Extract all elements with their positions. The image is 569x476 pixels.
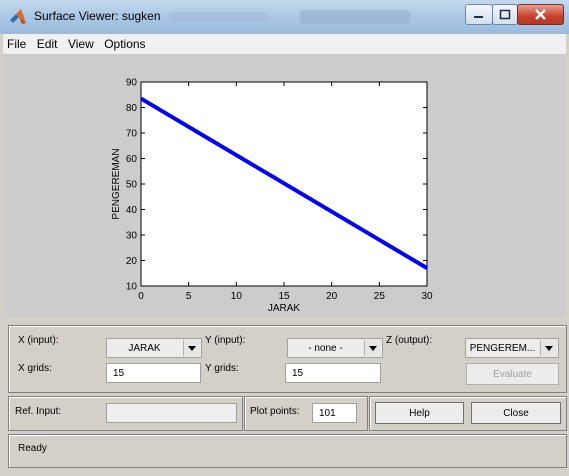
chevron-down-icon bbox=[183, 340, 200, 356]
blurred-title-area-2 bbox=[300, 10, 410, 24]
menu-file[interactable]: File bbox=[7, 37, 27, 51]
minimize-icon bbox=[474, 16, 483, 18]
x-tick-label: 0 bbox=[138, 291, 144, 302]
chevron-down-icon bbox=[364, 340, 381, 356]
action-buttons-panel: Help Close bbox=[369, 396, 567, 431]
help-button[interactable]: Help bbox=[375, 402, 464, 424]
y-tick-label: 10 bbox=[126, 282, 138, 293]
y-input-label: Y (input): bbox=[205, 335, 246, 346]
x-tick-label: 10 bbox=[231, 291, 243, 302]
evaluate-button[interactable]: Evaluate bbox=[466, 363, 559, 385]
x-grids-label: X grids: bbox=[18, 363, 52, 374]
minimize-button[interactable] bbox=[465, 4, 493, 25]
x-grids-field[interactable]: 15 bbox=[106, 363, 201, 383]
ref-input-panel: Ref. Input: bbox=[8, 396, 243, 431]
status-text: Ready bbox=[18, 443, 47, 454]
ref-input-field[interactable] bbox=[106, 403, 237, 423]
plot-area: 0 5 10 15 20 25 30 10 20 30 40 50 60 70 80 90 JARAK PENGE… bbox=[3, 55, 566, 317]
x-tick-label: 15 bbox=[278, 291, 290, 302]
surface-plot[interactable]: 0 5 10 15 20 25 30 10 20 30 40 50 60 70 80 90 JARAK PENGE… bbox=[3, 55, 566, 317]
matlab-logo-icon bbox=[10, 9, 26, 24]
plot-points-panel: Plot points: 101 bbox=[244, 396, 368, 431]
y-tick-label: 40 bbox=[126, 205, 138, 216]
x-tick-label: 5 bbox=[186, 291, 192, 302]
y-axis-label: PENGEREMAN bbox=[111, 148, 122, 219]
maximize-button[interactable] bbox=[492, 4, 518, 25]
y-tick-label: 60 bbox=[126, 154, 138, 165]
blurred-title-area bbox=[168, 12, 268, 22]
y-tick-label: 90 bbox=[126, 78, 138, 89]
y-tick-label: 80 bbox=[126, 103, 138, 114]
y-tick-label: 30 bbox=[126, 231, 138, 242]
title-bar[interactable]: Surface Viewer: sugken bbox=[0, 0, 569, 34]
close-button[interactable]: Close bbox=[471, 402, 561, 424]
x-tick-label: 25 bbox=[374, 291, 386, 302]
close-icon bbox=[535, 9, 546, 20]
window-title: Surface Viewer: sugken bbox=[34, 9, 161, 23]
menu-options[interactable]: Options bbox=[104, 37, 146, 51]
x-input-dropdown[interactable]: JARAK bbox=[106, 338, 202, 358]
x-input-label: X (input): bbox=[18, 335, 59, 346]
x-axis-label: JARAK bbox=[268, 303, 301, 314]
menu-bar: File Edit View Options bbox=[3, 34, 566, 55]
series-line bbox=[139, 96, 429, 270]
plot-points-label: Plot points: bbox=[250, 406, 300, 417]
x-tick-label: 20 bbox=[326, 291, 338, 302]
x-tick-label: 30 bbox=[421, 291, 433, 302]
z-output-dropdown[interactable]: PENGEREM... bbox=[465, 338, 559, 358]
x-input-value: JARAK bbox=[128, 343, 161, 354]
maximize-icon bbox=[499, 9, 511, 20]
menu-view[interactable]: View bbox=[67, 37, 94, 51]
y-input-value: - none - bbox=[308, 343, 343, 354]
menu-edit[interactable]: Edit bbox=[36, 37, 58, 51]
y-input-dropdown[interactable]: - none - bbox=[287, 338, 383, 358]
chevron-down-icon bbox=[540, 340, 557, 356]
y-grids-label: Y grids: bbox=[205, 363, 239, 374]
z-output-value: PENGEREM... bbox=[469, 343, 536, 354]
y-tick-label: 50 bbox=[126, 180, 138, 191]
z-output-label: Z (output): bbox=[386, 335, 433, 346]
y-tick-label: 20 bbox=[126, 256, 138, 267]
status-panel: Ready bbox=[8, 434, 567, 468]
plot-points-field[interactable]: 101 bbox=[312, 403, 357, 423]
controls-panel: X (input): JARAK Y (input): - none - Z (… bbox=[8, 325, 567, 393]
ref-input-label: Ref. Input: bbox=[15, 406, 62, 417]
y-grids-field[interactable]: 15 bbox=[285, 363, 381, 383]
y-tick-label: 70 bbox=[126, 129, 138, 140]
close-window-button[interactable] bbox=[517, 4, 564, 25]
